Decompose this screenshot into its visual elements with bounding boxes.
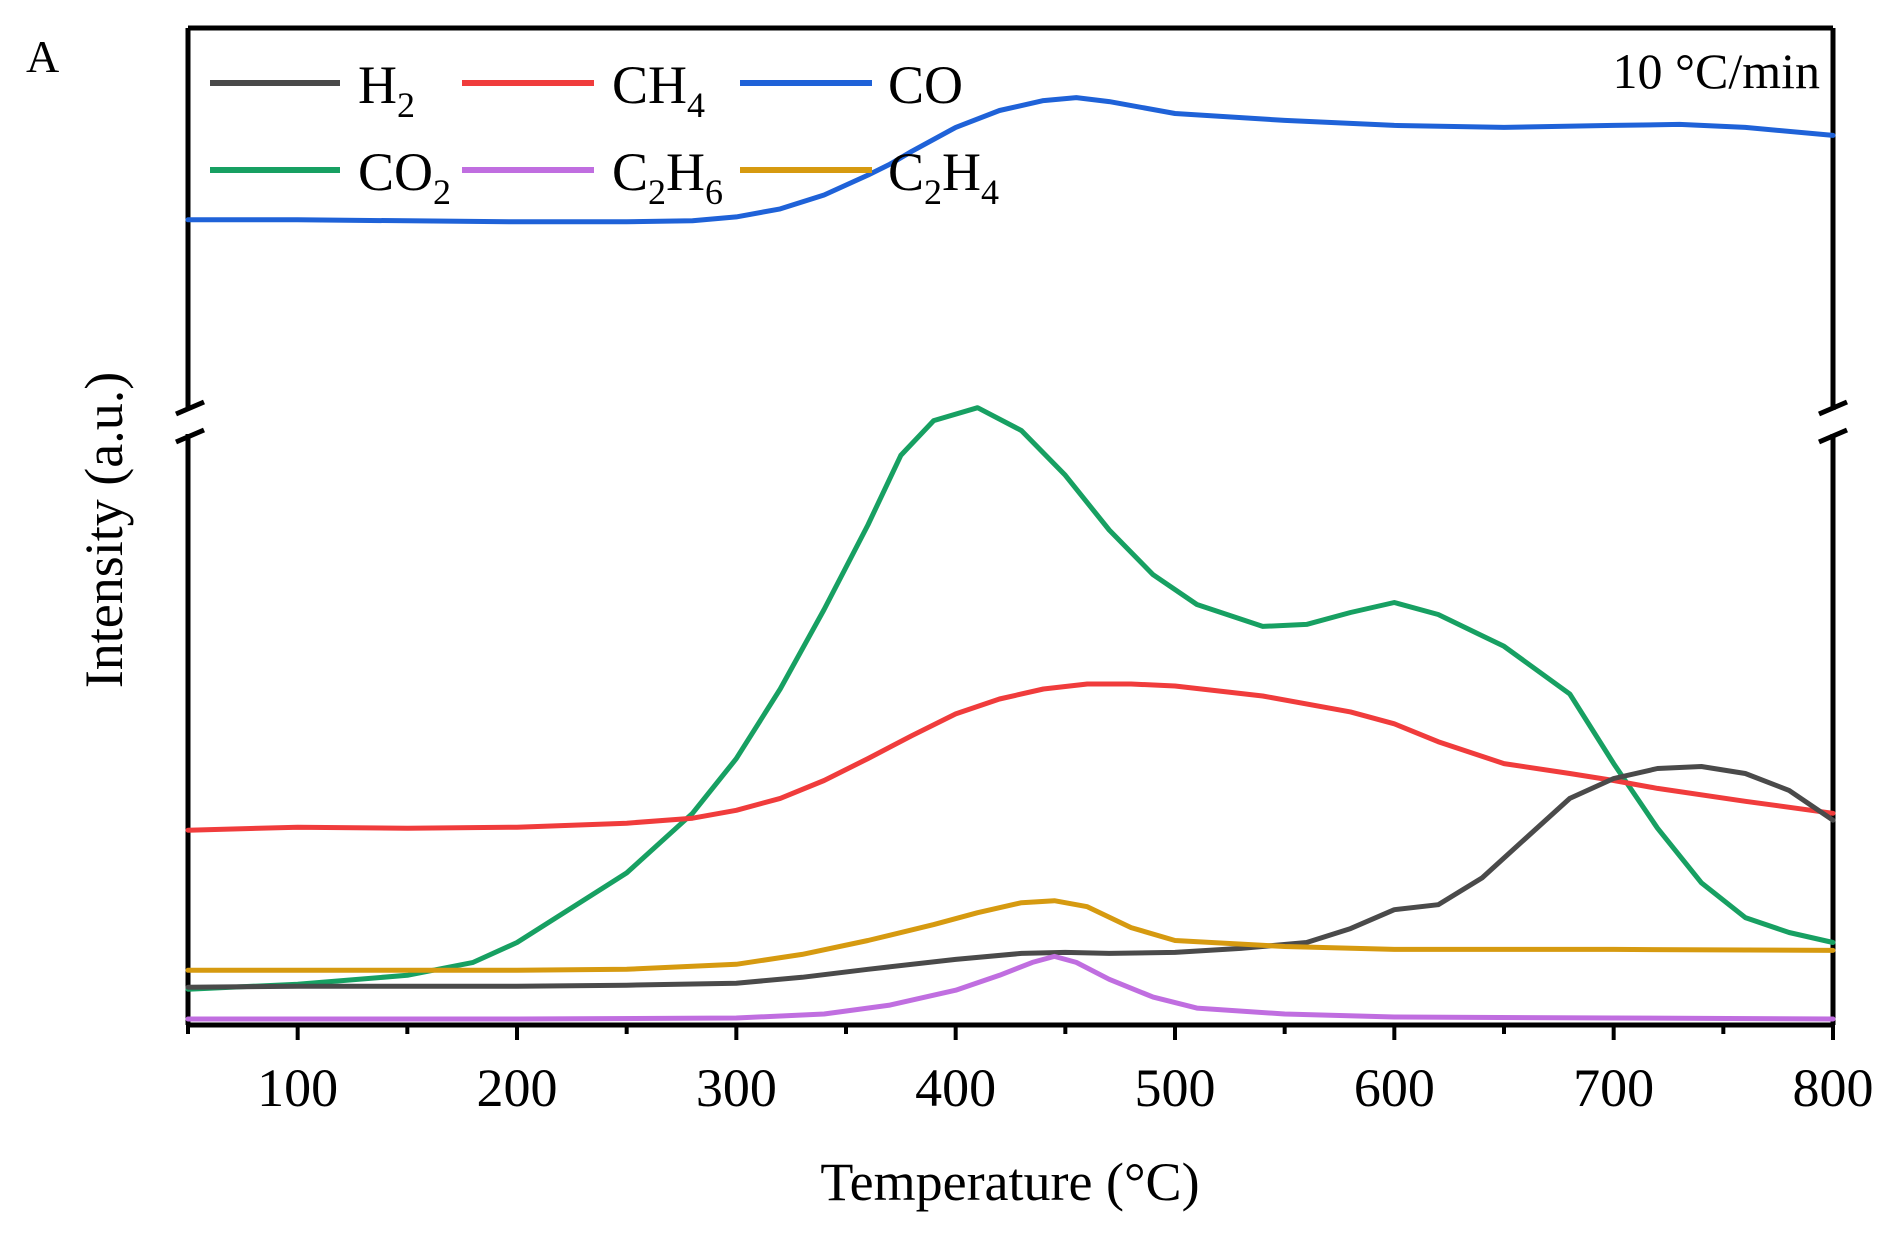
panel-label: A (26, 31, 59, 82)
legend-item-c2h6: C2H6 (462, 142, 723, 212)
x-tick-label-100: 100 (257, 1058, 338, 1118)
legend-label-h2: H2 (358, 55, 415, 125)
series-line-h2 (185, 764, 1836, 990)
x-tick-label-800: 800 (1793, 1058, 1874, 1118)
series-lines (185, 95, 1836, 1022)
legend: H2 CH4 CO CO2 C2H6 C2H4 (210, 55, 999, 212)
x-axis-ticks (186, 1025, 1835, 1040)
legend-item-ch4: CH4 (462, 55, 705, 125)
plot-frame (185, 25, 1836, 1028)
legend-label-c2h6: C2H6 (612, 142, 723, 212)
legend-label-co: CO (888, 55, 963, 115)
series-line-co (185, 95, 1836, 225)
axis-break-right (1818, 399, 1848, 445)
x-tick-label-700: 700 (1573, 1058, 1654, 1118)
legend-label-ch4: CH4 (612, 55, 705, 125)
legend-item-h2: H2 (210, 55, 415, 125)
legend-item-co2: CO2 (210, 142, 451, 212)
x-tick-label-400: 400 (915, 1058, 996, 1118)
series-line-co2 (185, 405, 1836, 992)
legend-label-co2: CO2 (358, 142, 451, 212)
heating-rate-annotation: 10 °C/min (1612, 43, 1820, 99)
x-axis-tick-labels: 100 200 300 400 500 600 700 800 (257, 1058, 1873, 1118)
x-axis-title: Temperature (°C) (820, 1152, 1199, 1212)
series-line-c2h6 (185, 953, 1836, 1022)
legend-item-co: CO (740, 55, 963, 115)
x-tick-label-500: 500 (1135, 1058, 1216, 1118)
x-tick-label-300: 300 (696, 1058, 777, 1118)
axis-break-left (175, 399, 205, 445)
legend-label-c2h4: C2H4 (888, 142, 999, 212)
x-tick-label-200: 200 (477, 1058, 558, 1118)
series-line-ch4 (185, 681, 1836, 833)
y-axis-title: Intensity (a.u.) (74, 372, 134, 688)
x-tick-label-600: 600 (1354, 1058, 1435, 1118)
series-line-c2h4 (185, 898, 1836, 973)
legend-item-c2h4: C2H4 (740, 142, 999, 212)
